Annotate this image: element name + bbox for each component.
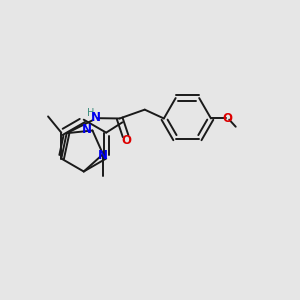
Text: O: O xyxy=(121,134,131,147)
Text: N: N xyxy=(82,122,92,136)
Text: H: H xyxy=(87,109,94,118)
Text: N: N xyxy=(98,149,108,162)
Text: N: N xyxy=(91,111,100,124)
Text: O: O xyxy=(222,112,232,125)
